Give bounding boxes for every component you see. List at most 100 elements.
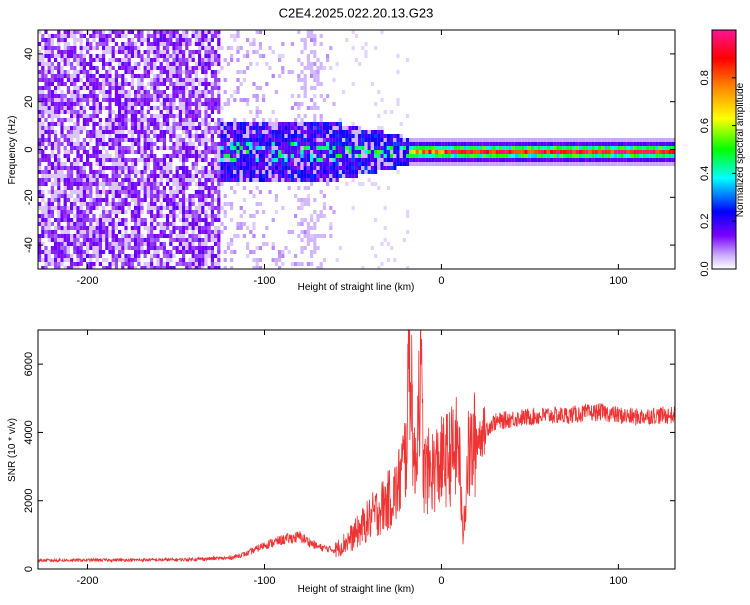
spectrogram-cell xyxy=(220,174,224,178)
spectrogram-cell xyxy=(79,94,83,98)
spectrogram-cell xyxy=(178,86,182,90)
spectrogram-cell xyxy=(50,94,54,98)
spectrogram-cell xyxy=(194,158,198,162)
spectrogram-cell xyxy=(159,102,163,106)
colorbar-tick-label: 0.8 xyxy=(699,70,711,85)
spectrogram-cell xyxy=(50,54,54,58)
spectrogram-cell xyxy=(108,166,112,170)
spectrogram-cell xyxy=(111,142,115,146)
spectrogram-cell xyxy=(169,106,173,110)
spectrogram-cell xyxy=(204,234,208,238)
spectrogram-cell xyxy=(345,182,349,186)
spectrogram-cell xyxy=(594,138,598,142)
spectrogram-cell xyxy=(220,158,224,162)
spectrogram-cell xyxy=(188,246,192,250)
spectrogram-cell xyxy=(636,150,640,154)
spectrogram-cell xyxy=(214,126,218,130)
spectrogram-cell xyxy=(153,90,157,94)
spectrogram-cell xyxy=(92,226,96,230)
spectrogram-cell xyxy=(60,174,64,178)
spectrogram-cell xyxy=(98,234,102,238)
spectrogram-cell xyxy=(204,46,208,50)
spectrogram-cell xyxy=(86,134,90,138)
spectrogram-cell xyxy=(335,154,339,158)
spectrogram-cell xyxy=(54,114,58,118)
spectrogram-cell xyxy=(41,206,45,210)
spectrogram-cell xyxy=(306,146,310,150)
spectrogram-cell xyxy=(111,130,115,134)
spectrogram-cell xyxy=(348,130,352,134)
spectrogram-cell xyxy=(518,146,522,150)
spectrogram-cell xyxy=(185,170,189,174)
spectrogram-cell xyxy=(98,170,102,174)
spectrogram-cell xyxy=(214,266,218,269)
spectrogram-cell xyxy=(108,86,112,90)
spectrogram-cell xyxy=(137,234,141,238)
spectrogram-cell xyxy=(182,198,186,202)
spectrogram-cell xyxy=(73,82,77,86)
spectrogram-cell xyxy=(210,186,214,190)
spectrogram-cell xyxy=(201,158,205,162)
spectrogram-cell xyxy=(92,46,96,50)
spectrogram-cell xyxy=(38,118,42,122)
spectrogram-cell xyxy=(258,166,262,170)
spectrogram-cell xyxy=(217,70,221,74)
spectrogram-cell xyxy=(70,174,74,178)
spectrogram-cell xyxy=(303,154,307,158)
spectrogram-cell xyxy=(415,138,419,142)
spectrogram-cell xyxy=(319,130,323,134)
spectrogram-cell xyxy=(201,206,205,210)
spectrogram-cell xyxy=(652,138,656,142)
spectrogram-cell xyxy=(191,126,195,130)
spectrogram-cell xyxy=(242,210,246,214)
spectrogram-cell xyxy=(620,150,624,154)
spectrogram-cell xyxy=(313,38,317,42)
spectrogram-cell xyxy=(223,210,227,214)
spectrogram-cell xyxy=(188,54,192,58)
spectrogram-cell xyxy=(140,134,144,138)
spectrogram-cell xyxy=(396,54,400,58)
spectrogram-cell xyxy=(118,198,122,202)
spectrogram-cell xyxy=(166,198,170,202)
spectrogram-cell xyxy=(335,258,339,262)
spectrogram-cell xyxy=(140,74,144,78)
spectrogram-cell xyxy=(47,90,51,94)
spectrogram-cell xyxy=(82,230,86,234)
spectrogram-cell xyxy=(188,258,192,262)
spectrogram-cell xyxy=(591,150,595,154)
spectrogram-cell xyxy=(489,150,493,154)
spectrogram-cell xyxy=(159,226,163,230)
spectrogram-cell xyxy=(92,262,96,266)
spectrogram-cell xyxy=(153,58,157,62)
spectrogram-cell xyxy=(198,82,202,86)
spectrogram-cell xyxy=(306,238,310,242)
colorbar-tick-label: 0.6 xyxy=(699,118,711,133)
spectrogram-cell xyxy=(169,202,173,206)
spectrogram-cell xyxy=(479,162,483,166)
spectrogram-cell xyxy=(127,246,131,250)
spectrogram-cell xyxy=(271,146,275,150)
spectrogram-cell xyxy=(476,138,480,142)
spectrogram-cell xyxy=(326,158,330,162)
spectrogram-cell xyxy=(47,170,51,174)
spectrogram-cell xyxy=(57,122,61,126)
spectrogram-cell xyxy=(191,178,195,182)
spectrogram-cell xyxy=(329,234,333,238)
spectrogram-cell xyxy=(188,58,192,62)
spectrogram-cell xyxy=(252,174,256,178)
spectrogram-cell xyxy=(105,210,109,214)
spectrogram-cell xyxy=(73,86,77,90)
spectrogram-cell xyxy=(175,226,179,230)
spectrogram-cell xyxy=(98,238,102,242)
spectrogram-cell xyxy=(130,86,134,90)
spectrogram-cell xyxy=(633,150,637,154)
spectrogram-cell xyxy=(198,122,202,126)
spectrogram-cell xyxy=(156,146,160,150)
spectrogram-cell xyxy=(60,50,64,54)
spectrogram-cell xyxy=(89,166,93,170)
spectrogram-cell xyxy=(367,150,371,154)
spectrogram-cell xyxy=(210,74,214,78)
spectrogram-cell xyxy=(146,46,150,50)
spectrogram-cell xyxy=(124,106,128,110)
spectrogram-cell xyxy=(268,118,272,122)
